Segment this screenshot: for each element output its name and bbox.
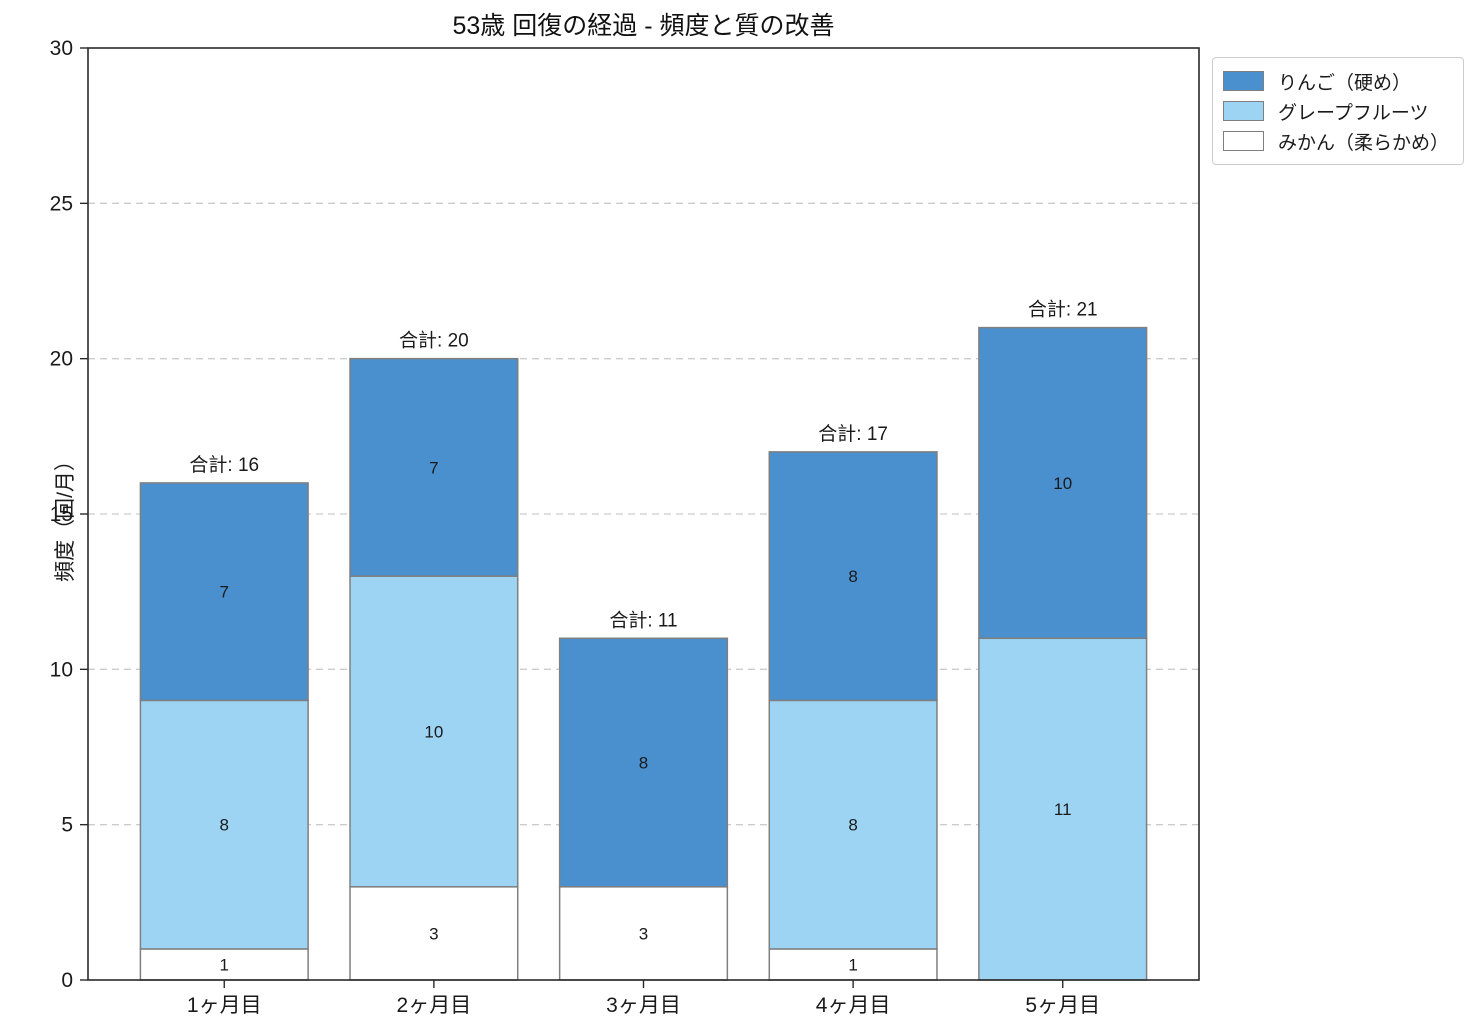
bar-segment	[768, 451, 938, 702]
y-tick-label: 30	[50, 37, 73, 60]
x-tick-label: 1ヶ月目	[187, 994, 262, 1017]
legend-swatch	[1223, 131, 1264, 151]
total-label: 合計: 11	[609, 609, 677, 631]
segment-value-label: 8	[639, 754, 648, 773]
x-tick-label: 3ヶ月目	[606, 994, 681, 1017]
total-label: 合計: 20	[399, 330, 469, 352]
legend-item: グレープフルーツ	[1223, 96, 1453, 126]
bar-segment	[349, 886, 519, 981]
legend-item: みかん（柔らかめ）	[1223, 126, 1453, 156]
y-tick-label: 20	[50, 348, 73, 371]
segment-value-label: 8	[220, 816, 229, 835]
segment-value-label: 10	[1053, 474, 1072, 493]
segment-value-label: 3	[639, 924, 648, 943]
x-tick-label: 5ヶ月目	[1025, 994, 1100, 1017]
legend-label: みかん（柔らかめ）	[1278, 132, 1450, 154]
legend-swatch	[1223, 101, 1264, 121]
segment-value-label: 7	[429, 458, 438, 477]
bar-segment	[349, 357, 519, 577]
segment-value-label: 8	[848, 816, 857, 835]
segment-value-label: 8	[848, 567, 857, 586]
segment-value-label: 11	[1054, 800, 1072, 819]
chart-title: 53歳 回復の経過 - 頻度と質の改善	[452, 12, 835, 40]
y-tick-label: 10	[50, 658, 73, 681]
segment-value-label: 7	[220, 583, 229, 602]
bar-segment	[139, 699, 309, 950]
y-tick-label: 5	[61, 814, 73, 837]
segment-value-label: 3	[429, 924, 438, 943]
segment-value-label: 1	[220, 955, 229, 974]
bar-segment	[978, 637, 1148, 981]
y-tick-label: 25	[50, 192, 73, 215]
legend-item: りんご（硬め）	[1223, 66, 1453, 96]
segment-value-label: 1	[848, 955, 857, 974]
bar-segment	[768, 948, 938, 981]
total-label: 合計: 21	[1028, 299, 1098, 321]
x-tick-label: 2ヶ月目	[397, 994, 472, 1017]
total-label: 合計: 17	[818, 423, 888, 445]
legend: りんご（硬め） グレープフルーツ みかん（柔らかめ）	[1212, 57, 1464, 165]
legend-swatch	[1223, 71, 1264, 91]
bar-segment	[139, 948, 309, 981]
bar-segment	[349, 575, 519, 888]
x-tick-label: 4ヶ月目	[816, 994, 891, 1017]
bar-segment	[978, 326, 1148, 640]
legend-label: りんご（硬め）	[1278, 72, 1412, 94]
y-tick-label: 15	[50, 503, 73, 526]
bar-segment	[139, 482, 309, 702]
total-label: 合計: 16	[189, 454, 259, 476]
y-tick-label: 0	[61, 969, 73, 992]
segment-value-label: 10	[424, 722, 443, 741]
bar-segment	[558, 637, 729, 888]
legend-label: グレープフルーツ	[1278, 102, 1429, 124]
